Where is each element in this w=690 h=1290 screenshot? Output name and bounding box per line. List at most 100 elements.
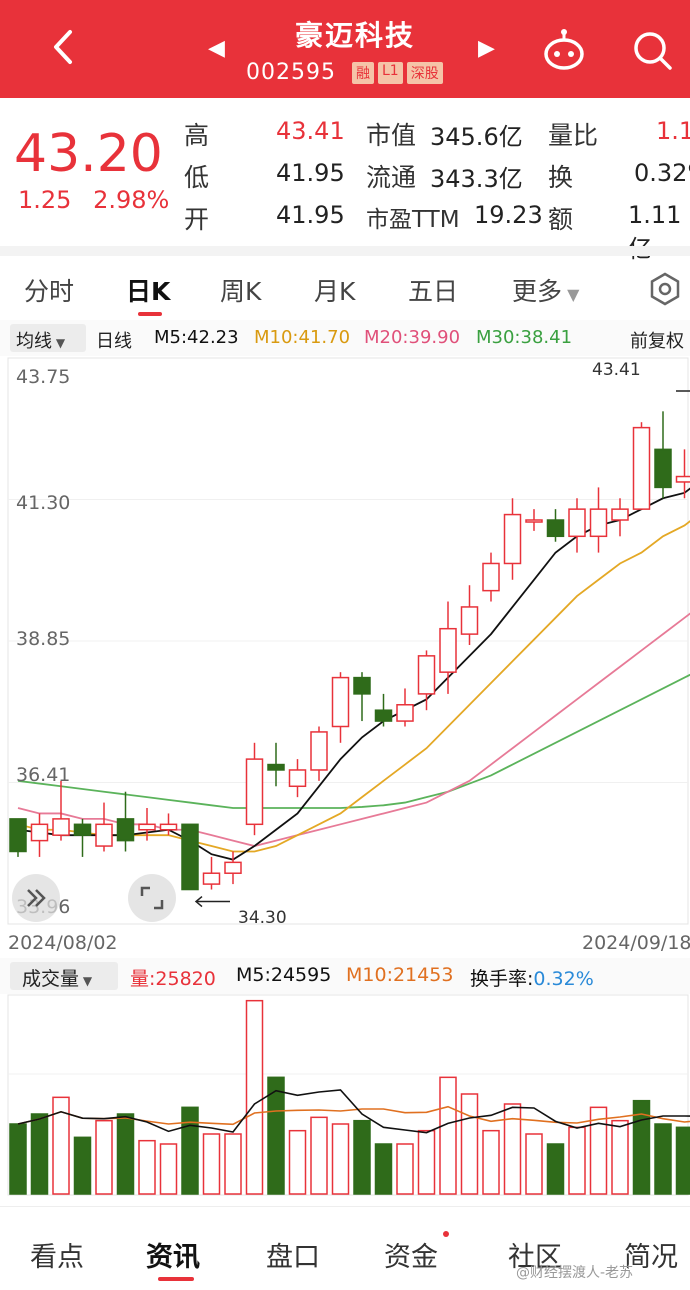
tag-market: 深股 [406,62,443,84]
candle-body [331,676,350,728]
candle-body [245,758,264,826]
candle-body [675,475,690,483]
candle-body [73,823,92,836]
back-icon[interactable] [38,22,88,72]
volume-bar [202,1133,221,1195]
change-percent: 2.98% [93,186,170,214]
open-value: 41.95 [276,201,345,229]
nav-highlights[interactable]: 看点 [30,1242,84,1273]
mcap-label: 市值 [366,121,417,150]
nav-community[interactable]: 社区 [508,1242,562,1273]
tab-daily-k[interactable]: 日K [126,277,171,306]
date-start: 2024/08/02 [8,932,118,954]
min-price-annotation: 34.30 [238,908,287,928]
amount-label: 额 [548,205,574,234]
turnover-rate-label: 换手率: [470,968,534,990]
candle-body [568,508,586,538]
date-axis: 2024/08/02 2024/09/18 [0,930,690,958]
indicator-dropdown[interactable] [10,324,86,352]
volume-bar [675,1126,690,1195]
tab-more[interactable]: 更多 ▼ [512,272,579,308]
tab-intraday[interactable]: 分时 [24,277,75,306]
ma5-value: M5:42.23 [154,327,239,348]
candle-body [439,627,457,673]
notification-dot [443,1231,449,1237]
volume-bar [331,1123,350,1195]
volume-bar [310,1116,328,1195]
active-tab-indicator [138,312,162,316]
assistant-robot-icon[interactable] [540,28,588,72]
double-chevron-icon [27,889,46,907]
volume-bar [353,1119,371,1195]
date-end: 2024/09/18 [582,932,690,954]
tab-five-day[interactable]: 五日 [408,277,459,306]
tab-weekly-k[interactable]: 周K [220,277,262,306]
candle-body [52,818,70,836]
pe-value: 19.23 [474,201,543,229]
adjust-mode[interactable]: 前复权 [630,331,684,352]
volume-bar [30,1113,49,1195]
low-label: 低 [184,163,210,192]
stock-name: 豪迈科技 [294,19,415,52]
chart-settings-icon[interactable] [648,272,682,306]
nav-order-book[interactable]: 盘口 [266,1242,320,1273]
top-bar: ◀ 豪迈科技 002595 融 L1 深股 ▶ [0,0,690,98]
caret-down-icon: ▼ [79,974,93,988]
expand-indicators-button[interactable] [12,874,60,922]
low-value: 41.95 [276,159,345,187]
candle-body [353,676,371,695]
candle-body [503,513,522,565]
stock-code: 002595 [246,60,336,85]
kline-svg [7,357,690,925]
volume-bar [589,1106,608,1195]
candle-body [159,823,178,831]
candle-body [482,562,500,592]
candle-body [116,818,135,842]
volume-dropdown[interactable] [10,962,118,990]
nav-funds[interactable]: 资金 [384,1242,438,1273]
volume-chart[interactable] [0,994,690,1200]
open-label: 开 [184,205,210,234]
volume-bar [267,1076,285,1195]
next-stock-icon[interactable]: ▶ [478,36,495,61]
ma30-value: M30:38.41 [476,327,573,348]
candle-body [374,709,393,722]
price-change: 1.25 2.98% [18,186,183,214]
stock-tags: 融 L1 深股 [352,62,443,84]
period-tabs: 分时 日K 周K 月K 五日 更多 ▼ [0,260,690,318]
candle-body [611,508,629,521]
fullscreen-button[interactable] [128,874,176,922]
high-label: 高 [184,121,210,150]
pe-label: 市盈TTM [366,207,460,233]
nav-news[interactable]: 资讯 [146,1242,200,1273]
tag-margin: 融 [352,62,374,84]
search-icon[interactable] [630,28,674,72]
float-label: 流通 [366,163,417,192]
tab-monthly-k[interactable]: 月K [314,277,356,306]
candle-body [288,769,307,788]
candle-body [525,519,543,523]
candle-body [95,823,113,847]
y-tick-2: 41.30 [16,492,71,514]
candle-body [546,519,565,538]
ma10-value: M10:41.70 [254,327,351,348]
candle-body [396,704,414,722]
quote-panel: 43.20 1.25 2.98% 高 43.41 低 41.95 开 41.95… [0,98,690,263]
volume-bar [116,1113,135,1195]
active-nav-indicator [158,1277,194,1281]
nav-profile[interactable]: 简况 [624,1242,678,1273]
prev-stock-icon[interactable]: ◀ [208,36,225,61]
volume-bar [460,1093,479,1195]
volume-legend-bar: 成交量 ▼ 量:25820 M5:24595 M10:21453 换手率:0.3… [0,958,690,994]
volume-bar [546,1143,565,1195]
vol-ratio-label: 量比 [548,121,599,150]
ma20-value: M20:39.90 [364,327,461,348]
indicator-dropdown-label: 均线 ▼ [16,327,65,353]
candle-body [202,872,221,885]
min-arrow-head [194,895,203,908]
kline-chart[interactable]: 43.75 41.30 38.85 36.41 33.96 43.41 34.3… [0,356,690,928]
volume-bar [482,1129,500,1195]
volume-bar [525,1133,543,1195]
volume-bar [224,1133,242,1195]
float-value: 343.3亿 [430,165,523,193]
